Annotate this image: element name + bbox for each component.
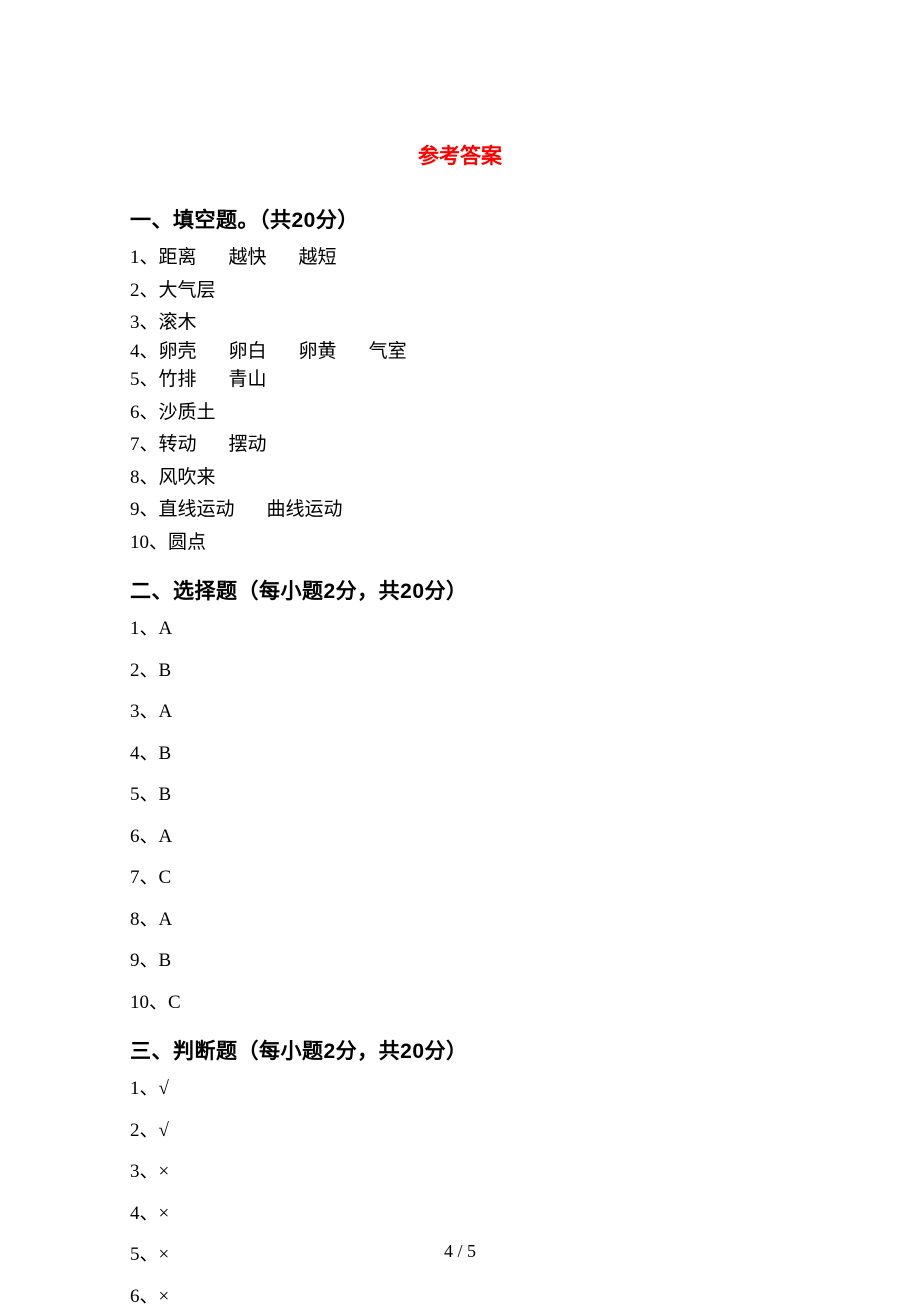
section-1-heading: 一、填空题。（共20分）: [130, 204, 790, 234]
answer-item: 1、√: [130, 1075, 790, 1104]
section-1-answers: 1、距离越快越短 2、大气层 3、滚木 4、卵壳卵白卵黄气室 5、竹排青山 6、…: [130, 244, 790, 557]
answer-item: 8、A: [130, 906, 790, 935]
answer-item: 6、×: [130, 1283, 790, 1311]
answer-item: 7、转动摆动: [130, 431, 790, 460]
answer-item: 3、A: [130, 698, 790, 727]
answer-item: 1、距离越快越短: [130, 244, 790, 273]
answer-item: 3、×: [130, 1158, 790, 1187]
answer-item: 5、B: [130, 781, 790, 810]
page-number: 4 / 5: [0, 1241, 920, 1262]
section-3-heading: 三、判断题（每小题2分，共20分）: [130, 1035, 790, 1065]
answer-item: 6、A: [130, 823, 790, 852]
document-title: 参考答案: [130, 140, 790, 170]
answer-item: 3、滚木: [130, 309, 790, 338]
answer-item: 4、×: [130, 1200, 790, 1229]
answer-item: 7、C: [130, 864, 790, 893]
answer-item: 2、√: [130, 1117, 790, 1146]
answer-item: 8、风吹来: [130, 464, 790, 493]
answer-item: 9、直线运动曲线运动: [130, 496, 790, 525]
answer-item: 9、B: [130, 947, 790, 976]
answer-item: 2、大气层: [130, 277, 790, 306]
section-2-heading: 二、选择题（每小题2分，共20分）: [130, 575, 790, 605]
answer-item: 2、B: [130, 657, 790, 686]
answer-item: 4、B: [130, 740, 790, 769]
section-2-answers: 1、A 2、B 3、A 4、B 5、B 6、A 7、C 8、A 9、B 10、C: [130, 615, 790, 1017]
answer-item: 6、沙质土: [130, 399, 790, 428]
section-3-answers: 1、√ 2、√ 3、× 4、× 5、× 6、×: [130, 1075, 790, 1311]
answer-item: 10、圆点: [130, 529, 790, 558]
answer-item: 10、C: [130, 989, 790, 1018]
answer-item: 5、竹排青山: [130, 366, 790, 395]
answer-item: 4、卵壳卵白卵黄气室: [130, 338, 790, 367]
answer-item: 1、A: [130, 615, 790, 644]
